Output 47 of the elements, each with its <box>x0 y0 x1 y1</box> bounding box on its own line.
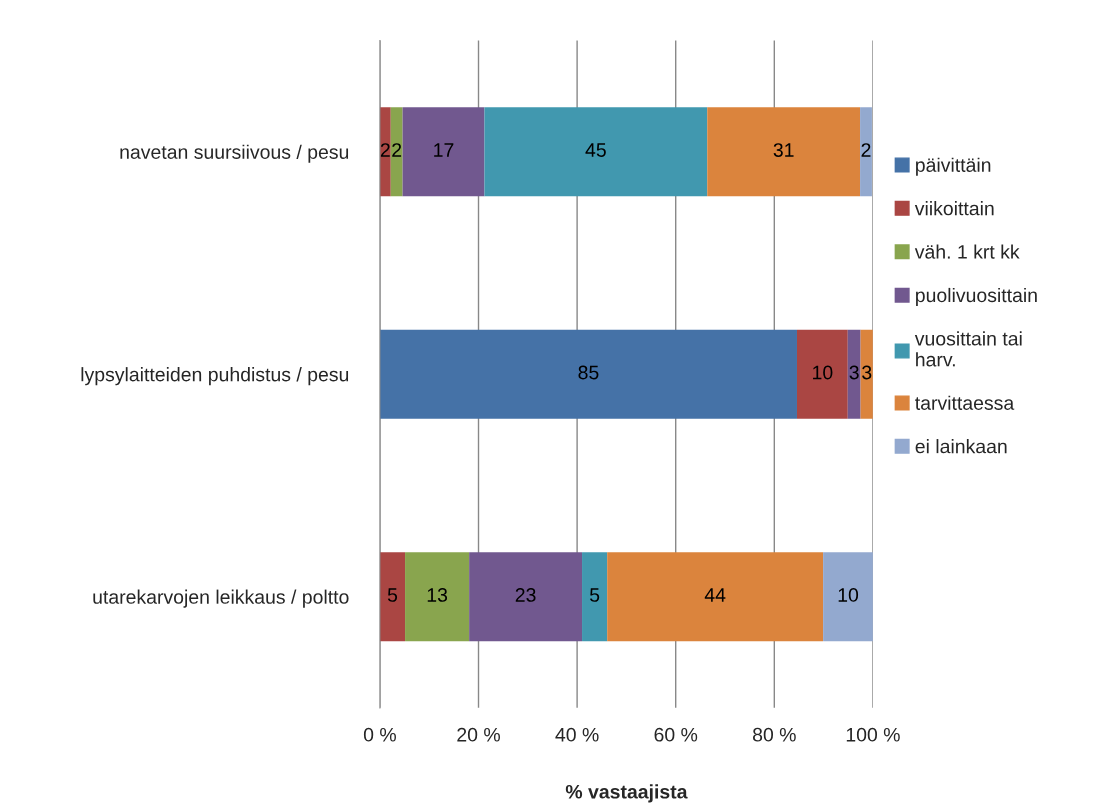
y-tick-label: navetan suursiivous / pesu <box>120 144 349 163</box>
data-label: 3 <box>862 365 872 380</box>
data-label: 10 <box>838 588 859 602</box>
data-label: 2 <box>861 143 871 157</box>
bar <box>390 107 403 197</box>
data-label: 10 <box>813 365 833 380</box>
data-label: 13 <box>427 588 448 602</box>
data-label: 2 <box>392 143 402 157</box>
x-tick-label: 100 % <box>846 727 900 742</box>
bar <box>823 552 873 642</box>
bar <box>379 552 406 642</box>
x-tick-label: 0 % <box>363 727 396 742</box>
data-label: 5 <box>589 588 600 602</box>
bar <box>484 107 708 197</box>
bar <box>379 329 797 419</box>
data-label: 45 <box>585 143 606 157</box>
legend-label: ei lainkaan <box>915 439 1007 454</box>
data-label: 17 <box>434 143 454 157</box>
bar <box>707 107 861 197</box>
legend-label: väh. 1 krt kk <box>914 244 1020 259</box>
data-label: 23 <box>515 588 536 602</box>
data-label: 2 <box>380 143 390 157</box>
legend-label: tarvittaessa <box>915 395 1015 410</box>
legend-label: päivittäin <box>916 157 991 176</box>
x-tick-label: 20 % <box>457 727 500 742</box>
legend-label: puolivuosittain <box>916 287 1037 307</box>
x-axis-title: % vastaajista <box>565 784 688 803</box>
bar <box>402 107 485 197</box>
data-label: 3 <box>849 365 859 380</box>
bar <box>582 552 608 642</box>
bar <box>607 552 824 642</box>
y-tick-label: utarekarvojen leikkaus / poltto <box>93 589 349 608</box>
data-label: 5 <box>387 588 398 602</box>
y-tick-label: lypsylaitteiden puhdistus / pesu <box>81 367 349 386</box>
data-label: 85 <box>578 365 599 380</box>
bar <box>847 329 861 419</box>
legend-label: vuosittain tai harv. <box>914 331 1022 367</box>
bar <box>405 552 470 642</box>
legend-label: viikoittain <box>914 201 994 216</box>
data-label: 44 <box>704 588 726 602</box>
x-tick-label: 60 % <box>654 727 698 742</box>
bar <box>796 329 848 419</box>
data-label: 31 <box>773 143 794 157</box>
x-tick-label: 40 % <box>555 727 599 742</box>
bar <box>860 107 872 197</box>
bar <box>469 552 583 642</box>
x-tick-label: 80 % <box>753 727 796 742</box>
